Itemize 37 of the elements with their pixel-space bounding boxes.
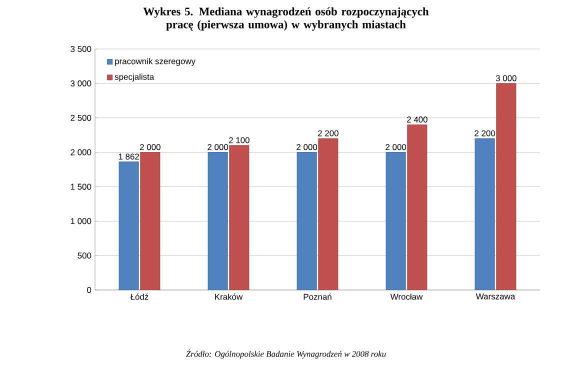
x-tick-label: Wrocław: [390, 294, 423, 300]
y-tick-label: 3 000: [70, 80, 92, 86]
data-label: 2 200: [318, 130, 338, 136]
x-tick-label: Kraków: [215, 294, 243, 300]
data-label: 1 862: [118, 154, 139, 160]
y-tick-label: 3 500: [70, 46, 92, 52]
chart-title: Wykres 5. Mediana wynagrodzeń osób rozpoczynających pracę (pierwsza umowa) w wybranych miastach: [143, 7, 429, 31]
y-tick-label: 0: [87, 287, 92, 293]
y-tick-label: 500: [78, 252, 92, 259]
bar: [118, 162, 139, 290]
legend-label: specjalista: [114, 74, 154, 82]
bar: [229, 145, 250, 290]
text: Źródło: Ogólnopolskie Badanie Wynagrodzeń w 2008 roku: [186, 349, 386, 359]
bar: [474, 138, 495, 290]
y-tick-label: 1 500: [70, 184, 92, 190]
y-tick-label: 2 500: [70, 114, 92, 121]
data-label: 3 000: [496, 75, 516, 82]
bar: [208, 152, 228, 290]
data-label: 2 000: [208, 144, 228, 150]
y-tick-label: 1 000: [70, 218, 92, 224]
data-label: 2 100: [229, 137, 250, 144]
bar: [296, 152, 317, 290]
x-tick-label: Poznań: [304, 294, 332, 300]
data-label: 2 000: [140, 144, 160, 150]
bar: [407, 124, 428, 290]
x-tick-label: Łódź: [130, 294, 148, 300]
bar: [318, 138, 338, 290]
legend-label: pracownik szeregowy: [115, 58, 196, 66]
data-label: 2 200: [474, 130, 496, 136]
x-tick-label: Warszawa: [476, 294, 516, 300]
bar: [386, 152, 406, 290]
data-label: 2 400: [407, 116, 428, 123]
data-label: 2 000: [296, 144, 318, 150]
bar: [496, 83, 516, 290]
data-label: 2 000: [386, 144, 406, 150]
bar: [140, 152, 160, 290]
y-tick-label: 2 000: [70, 149, 92, 156]
